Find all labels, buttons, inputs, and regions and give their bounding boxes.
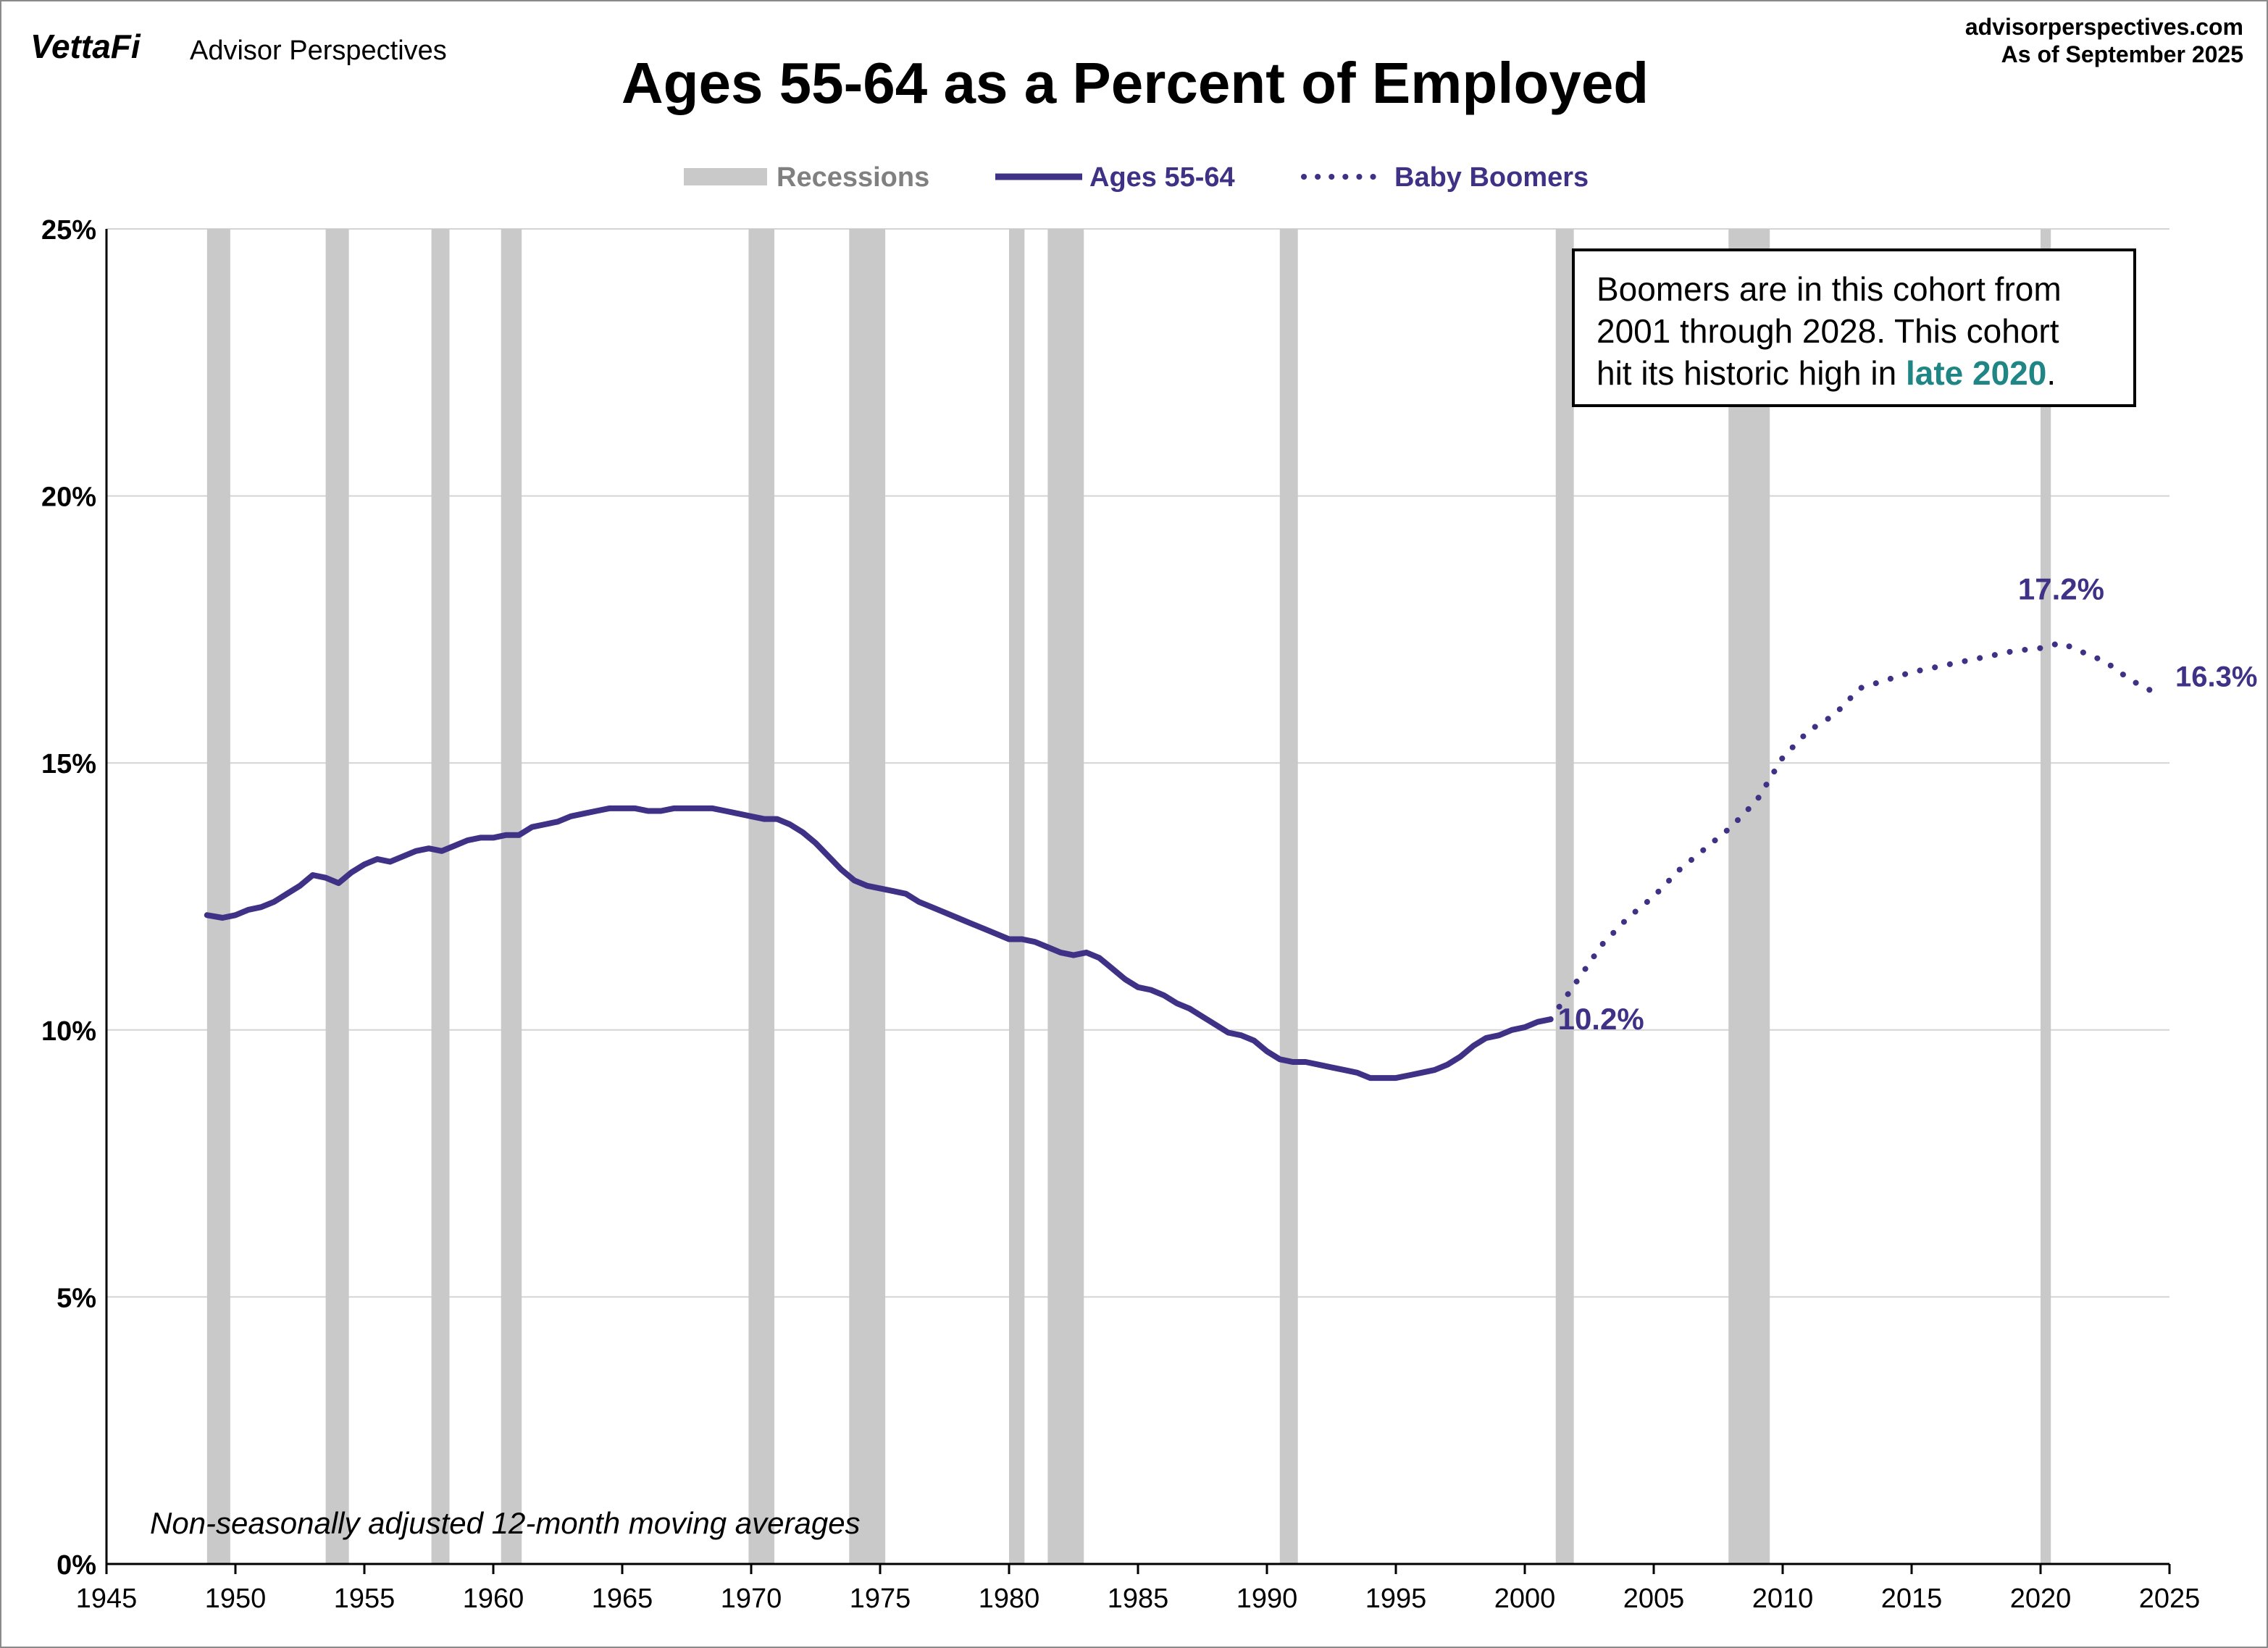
legend-boomers-label: Baby Boomers: [1394, 162, 1589, 193]
gridlines: [106, 228, 2169, 1298]
y-tick-label: 5%: [57, 1283, 96, 1313]
site-url: advisorperspectives.com: [1965, 14, 2243, 40]
series-line-baby-boomers: [1547, 640, 2160, 1023]
x-tick-label: 2020: [2010, 1584, 2072, 1614]
x-tick-label: 1980: [979, 1584, 1040, 1614]
legend-recessions-swatch: [684, 168, 767, 185]
x-tick-label: 1950: [205, 1584, 267, 1614]
label-boomers-peak: 17.2%: [2018, 572, 2104, 606]
annotation-box: Boomers are in this cohort from 2001 thr…: [1572, 248, 2136, 407]
x-tick-label: 1985: [1108, 1584, 1169, 1614]
y-tick-label: 0%: [57, 1550, 96, 1581]
x-tick-label: 1960: [463, 1584, 524, 1614]
legend: Recessions Ages 55-64 Baby Boomers: [684, 162, 1589, 193]
x-tick-label: 1955: [334, 1584, 396, 1614]
annotation-highlight: late 2020: [1906, 354, 2046, 392]
chart-note: Non-seasonally adjusted 12-month moving …: [150, 1506, 861, 1540]
recession-band: [1555, 229, 1574, 1564]
x-tick-label: 1970: [721, 1584, 782, 1614]
y-tick-label: 15%: [41, 749, 96, 779]
y-tick-label: 10%: [41, 1016, 96, 1047]
recession-band: [1047, 229, 1084, 1564]
annotation-line-3: hit its historic high in late 2020.: [1597, 354, 2056, 392]
recession-band: [501, 229, 522, 1564]
x-tick-label: 2000: [1494, 1584, 1556, 1614]
label-boomers-end: 16.3%: [2175, 661, 2257, 693]
x-tick-label: 2005: [1623, 1584, 1685, 1614]
legend-recessions-label: Recessions: [777, 162, 929, 193]
legend-ages-label: Ages 55-64: [1089, 162, 1235, 193]
series-line-ages-55-64: [204, 805, 1554, 1082]
annotation-line-3-suffix: .: [2046, 354, 2056, 392]
annotation-line-3-prefix: hit its historic high in: [1597, 354, 1906, 392]
recession-band: [431, 229, 450, 1564]
recession-band: [325, 229, 349, 1564]
recession-band: [2041, 229, 2051, 1564]
x-tick-label: 2025: [2139, 1584, 2201, 1614]
recession-band: [849, 229, 886, 1564]
annotation-line-1: Boomers are in this cohort from: [1597, 270, 2062, 308]
chart-title: Ages 55-64 as a Percent of Employed: [622, 51, 1649, 115]
x-tick-label: 2015: [1881, 1584, 1943, 1614]
recession-band: [1009, 229, 1025, 1564]
y-tick-label: 25%: [41, 215, 96, 246]
label-ages-end: 10.2%: [1558, 1002, 1644, 1036]
recession-band: [206, 229, 230, 1564]
brand-subtitle: Advisor Perspectives: [190, 35, 447, 66]
x-tick-label: 1990: [1236, 1584, 1298, 1614]
data-labels: 10.2% 17.2% 16.3%: [1558, 572, 2258, 1036]
x-tick-label: 1975: [850, 1584, 911, 1614]
x-tick-label: 1965: [592, 1584, 653, 1614]
axes: 0% 5% 10% 15% 20% 25% 1945 1950 1955 1960 1965 1970…: [41, 215, 2200, 1614]
annotation-line-2: 2001 through 2028. This cohort: [1597, 312, 2059, 350]
x-tick-label: 1995: [1365, 1584, 1427, 1614]
recession-band: [748, 229, 775, 1564]
x-tick-label: 1945: [76, 1584, 138, 1614]
y-tick-label: 20%: [41, 482, 96, 513]
recession-bands: [206, 229, 2051, 1564]
brand-logo: VettaFi: [30, 28, 141, 65]
recession-band: [1279, 229, 1298, 1564]
series-lines: [204, 640, 2160, 1082]
x-tick-label: 2010: [1752, 1584, 1814, 1614]
as-of-date: As of September 2025: [2001, 41, 2243, 67]
recession-band: [1728, 229, 1770, 1564]
